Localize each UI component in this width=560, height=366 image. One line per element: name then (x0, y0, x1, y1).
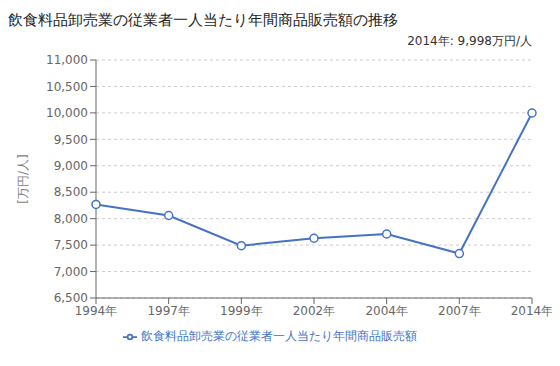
svg-text:2002年: 2002年 (293, 304, 336, 318)
svg-text:7,500: 7,500 (54, 238, 88, 252)
svg-text:2007年: 2007年 (438, 304, 481, 318)
svg-text:1999年: 1999年 (220, 304, 263, 318)
svg-text:7,000: 7,000 (54, 265, 88, 279)
svg-text:8,000: 8,000 (54, 212, 88, 226)
svg-text:11,000: 11,000 (46, 53, 88, 67)
svg-text:6,500: 6,500 (54, 291, 88, 305)
svg-text:9,500: 9,500 (54, 133, 88, 147)
svg-text:10,000: 10,000 (46, 106, 88, 120)
svg-text:10,500: 10,500 (46, 80, 88, 94)
svg-text:[万円/人]: [万円/人] (16, 154, 30, 203)
html-text:飲食料品卸売業の従業者一人当たり年間商品販売額の推移: 飲食料品卸売業の従業者一人当たり年間商品販売額の推移 (8, 11, 398, 29)
svg-text:1997年: 1997年 (147, 304, 190, 318)
svg-text:8,500: 8,500 (54, 185, 88, 199)
svg-text:2004年: 2004年 (365, 304, 408, 318)
svg-text:9,000: 9,000 (54, 159, 88, 173)
html-text:2014年: 9,998万円/人: 2014年: 9,998万円/人 (407, 34, 532, 48)
svg-text:2014年: 2014年 (511, 304, 552, 318)
svg-text:1994年: 1994年 (75, 304, 118, 318)
html-text:飲食料品卸売業の従業者一人当たり年間商品販売額: 飲食料品卸売業の従業者一人当たり年間商品販売額 (141, 329, 417, 343)
